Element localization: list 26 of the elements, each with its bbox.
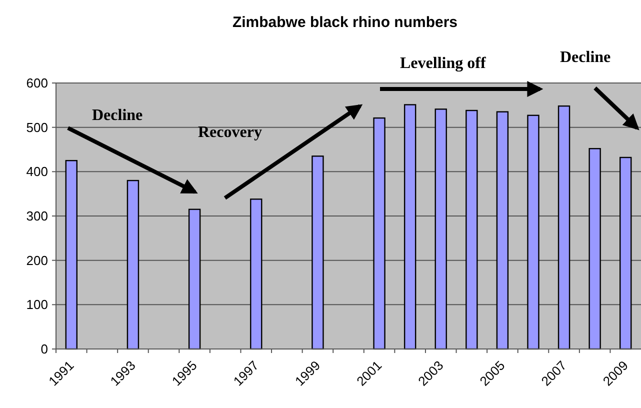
y-tick-label: 500 [26, 120, 48, 135]
y-tick-label: 100 [26, 297, 48, 312]
bar [496, 111, 509, 350]
bar [558, 105, 570, 350]
bar [620, 156, 632, 350]
bar [434, 108, 447, 350]
bar [373, 117, 386, 350]
bar [466, 110, 478, 350]
bar [250, 198, 262, 350]
chart-title: Zimbabwe black rhino numbers [232, 14, 458, 31]
bar [188, 208, 201, 350]
annotation: Recovery [198, 124, 262, 141]
y-tick-label: 600 [26, 76, 48, 91]
bar [527, 114, 540, 350]
y-tick-label: 300 [26, 208, 48, 224]
bar [65, 160, 78, 350]
bar [126, 180, 140, 350]
y-tick-label: 400 [26, 164, 48, 180]
annotation: Decline [92, 107, 143, 124]
bar [312, 156, 324, 350]
y-tick-label: 0 [40, 342, 48, 357]
bar [404, 104, 416, 350]
bar [588, 148, 601, 350]
text: Decline [560, 49, 611, 66]
y-tick-label: 200 [26, 252, 48, 268]
text: Levelling off [400, 55, 486, 72]
